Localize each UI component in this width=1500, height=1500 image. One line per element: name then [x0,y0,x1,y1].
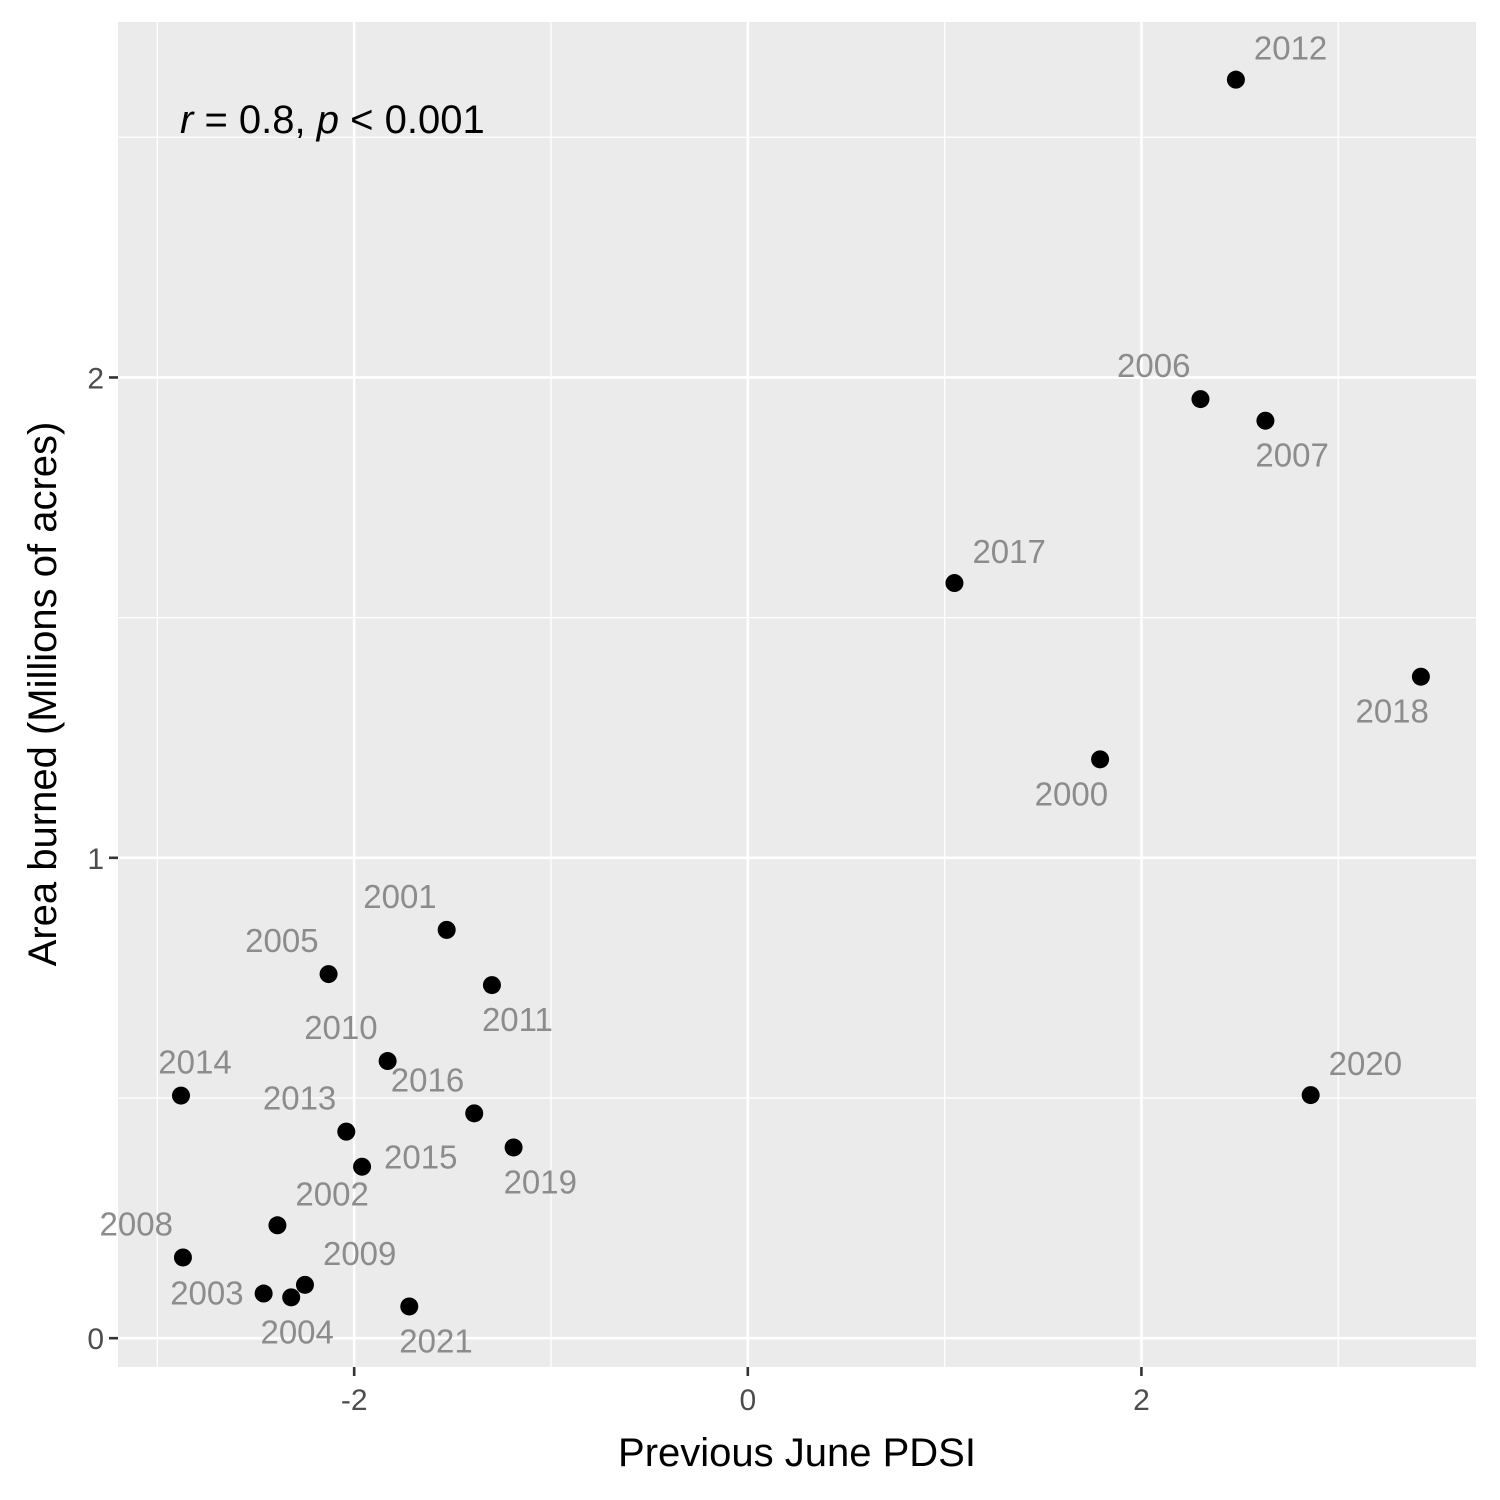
point-label-2021: 2021 [399,1322,472,1359]
data-point-2000 [1091,750,1110,769]
y-tick-label: 2 [87,362,104,395]
data-point-2015 [353,1157,372,1176]
data-point-2012 [1226,70,1245,89]
data-point-2006 [1191,390,1210,409]
x-tick-label: -2 [341,1384,368,1417]
point-label-2007: 2007 [1255,437,1328,474]
point-label-2002: 2002 [295,1175,368,1212]
x-tick-label: 0 [739,1384,756,1417]
major-gridlines [118,22,1476,1367]
data-point-2011 [482,976,501,995]
point-label-2004: 2004 [260,1313,333,1350]
data-point-2019 [504,1138,523,1157]
point-label-2018: 2018 [1355,693,1428,730]
point-label-2003: 2003 [170,1275,243,1312]
point-label-2010: 2010 [304,1009,377,1046]
tick-labels: -2 0 2 0 1 2 [87,362,1149,1417]
point-label-2014: 2014 [158,1044,231,1081]
correlation-annotation: r = 0.8, p < 0.001 [180,98,485,142]
data-point-2017 [945,574,964,593]
data-point-2004 [282,1288,301,1307]
data-points [171,70,1430,1316]
x-tick-label: 2 [1133,1384,1150,1417]
point-label-2017: 2017 [972,533,1045,570]
point-label-2005: 2005 [245,922,318,959]
point-label-2013: 2013 [263,1080,336,1117]
data-point-2010 [378,1052,397,1071]
point-label-2011: 2011 [482,1001,553,1038]
minor-gridlines [118,22,1476,1367]
x-axis-title: Previous June PDSI [618,1431,976,1475]
r-symbol: r [180,98,195,142]
data-point-2016 [465,1104,484,1123]
data-point-2014 [171,1086,190,1105]
data-point-2005 [319,965,338,984]
y-tick-label: 1 [87,843,104,876]
data-point-2021 [400,1297,419,1316]
point-label-2006: 2006 [1117,347,1190,384]
point-label-2019: 2019 [504,1163,577,1200]
point-label-2000: 2000 [1035,775,1108,812]
plot-panel [118,22,1476,1367]
y-axis-title: Area burned (Millions of acres) [21,422,65,967]
p-symbol: p [316,98,339,142]
p-value: < 0.001 [339,98,485,142]
point-label-2016: 2016 [391,1061,464,1098]
data-point-2008 [173,1248,192,1267]
data-point-2002 [268,1216,287,1235]
r-value: = 0.8, [193,98,316,142]
data-point-2007 [1256,411,1275,430]
data-point-2013 [337,1122,356,1141]
point-label-2012: 2012 [1254,30,1327,67]
data-point-2020 [1301,1086,1320,1105]
y-tick-label: 0 [87,1323,104,1356]
point-label-2001: 2001 [363,878,436,915]
data-point-2018 [1411,667,1430,686]
point-label-2009: 2009 [323,1235,396,1272]
point-label-2020: 2020 [1329,1045,1402,1082]
data-point-2003 [254,1284,273,1303]
data-point-2001 [437,920,456,939]
point-label-2015: 2015 [384,1139,457,1176]
point-labels: 2000 2001 2002 2003 2004 2005 2006 2007 2008 2009… [100,30,1429,1360]
point-label-2008: 2008 [100,1205,173,1242]
data-point-2009 [295,1275,314,1294]
axis-ticks [109,376,1143,1376]
